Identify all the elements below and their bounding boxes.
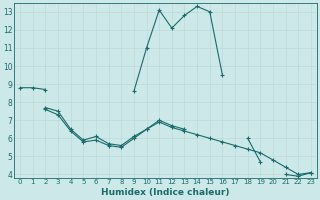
X-axis label: Humidex (Indice chaleur): Humidex (Indice chaleur) xyxy=(101,188,230,197)
